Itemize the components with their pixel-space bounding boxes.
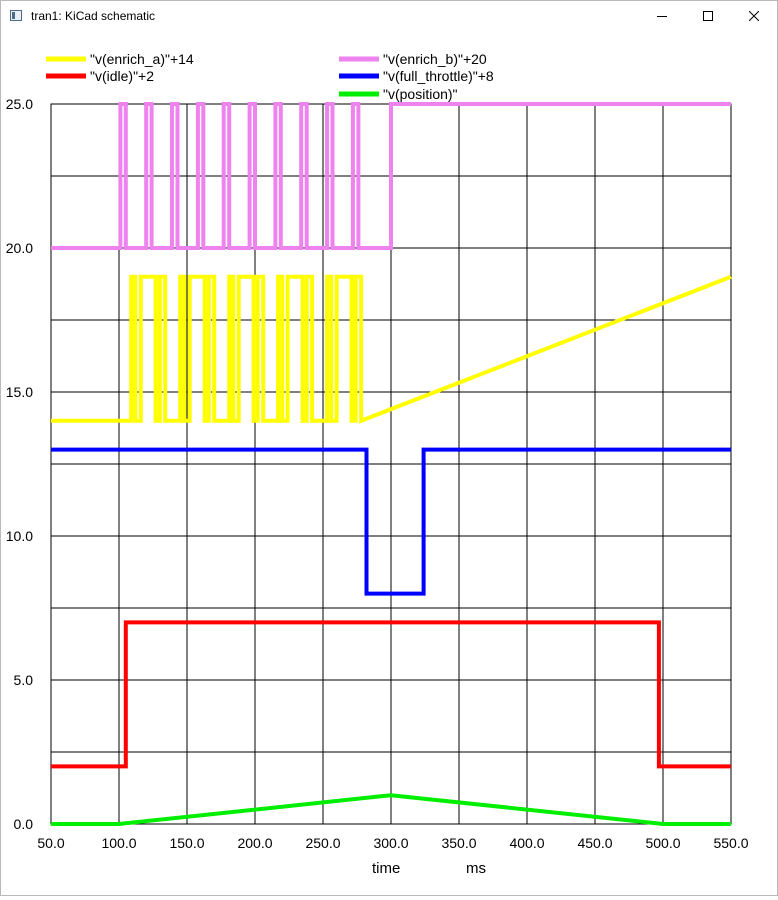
legend-label: "v(enrich_a)"+14 bbox=[90, 51, 194, 67]
series-line-1 bbox=[51, 620, 731, 769]
series-line-2 bbox=[51, 102, 731, 250]
legend-label: "v(position)" bbox=[383, 86, 458, 102]
legend-label: "v(idle)"+2 bbox=[90, 68, 154, 84]
x-tick-label: 250.0 bbox=[305, 835, 340, 851]
series-layer bbox=[51, 102, 732, 826]
minimize-icon[interactable] bbox=[639, 1, 685, 31]
x-tick-label: 150.0 bbox=[169, 835, 204, 851]
x-tick-label: 500.0 bbox=[645, 835, 680, 851]
x-tick-label: 300.0 bbox=[373, 835, 408, 851]
close-icon[interactable] bbox=[731, 1, 777, 31]
title-bar: tran1: KiCad schematic bbox=[1, 1, 777, 31]
series-line-3 bbox=[51, 447, 731, 596]
x-axis-label: time bbox=[372, 860, 400, 877]
y-tick-label: 25.0 bbox=[6, 96, 33, 112]
x-tick-label: 50.0 bbox=[37, 835, 64, 851]
legend: "v(enrich_a)"+14 "v(enrich_b)"+20 "v(idle)… bbox=[46, 51, 494, 102]
window-title: tran1: KiCad schematic bbox=[31, 9, 156, 23]
plot-area[interactable]: 50.0 100.0 150.0 200.0 250.0 300.0 350.0 400.0 4… bbox=[1, 31, 777, 895]
series-line-4 bbox=[51, 793, 731, 826]
legend-label: "v(enrich_b)"+20 bbox=[383, 51, 487, 67]
y-tick-label: 0.0 bbox=[14, 816, 34, 832]
axis-ticks: 50.0 100.0 150.0 200.0 250.0 300.0 350.0 400.0 4… bbox=[6, 96, 749, 851]
waveform-chart[interactable]: 50.0 100.0 150.0 200.0 250.0 300.0 350.0 400.0 4… bbox=[1, 31, 777, 895]
app-icon bbox=[10, 10, 22, 21]
series-line-0 bbox=[51, 274, 732, 424]
x-tick-label: 550.0 bbox=[713, 835, 748, 851]
y-tick-label: 10.0 bbox=[6, 528, 33, 544]
y-tick-label: 5.0 bbox=[14, 672, 34, 688]
legend-label: "v(full_throttle)"+8 bbox=[383, 68, 494, 84]
x-axis-unit: ms bbox=[466, 860, 486, 877]
x-tick-label: 100.0 bbox=[101, 835, 136, 851]
maximize-icon[interactable] bbox=[685, 1, 731, 31]
y-tick-label: 20.0 bbox=[6, 240, 33, 256]
y-tick-label: 15.0 bbox=[6, 384, 33, 400]
x-tick-label: 350.0 bbox=[441, 835, 476, 851]
x-tick-label: 450.0 bbox=[577, 835, 612, 851]
x-tick-label: 400.0 bbox=[509, 835, 544, 851]
x-tick-label: 200.0 bbox=[237, 835, 272, 851]
